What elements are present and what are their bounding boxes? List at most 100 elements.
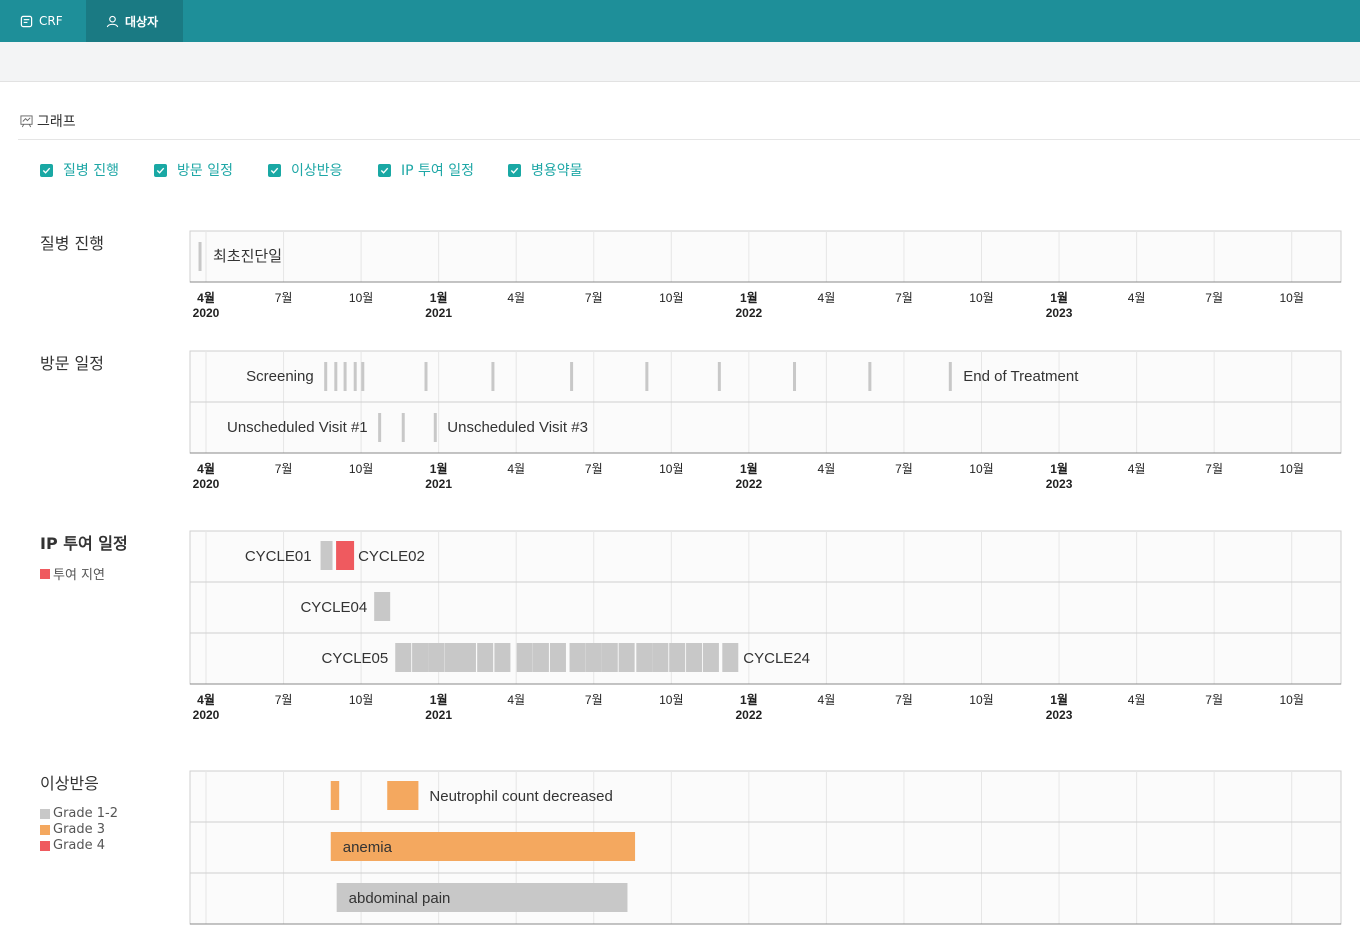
visit-marker bbox=[353, 362, 357, 391]
filter-label: IP 투여 일정 bbox=[401, 163, 474, 179]
visits-tick-year-label: 2023 bbox=[1046, 477, 1073, 491]
tab-crf[interactable]: CRF bbox=[0, 0, 83, 42]
tab-subject[interactable]: 대상자 bbox=[86, 0, 183, 42]
ip-panel bbox=[189, 530, 1342, 685]
ae-bar bbox=[336, 883, 628, 912]
ip-cycle-first-label: CYCLE05 bbox=[322, 650, 389, 667]
ip-tick-year-label: 2023 bbox=[1046, 708, 1073, 722]
visit-marker bbox=[570, 362, 574, 391]
visit-last-label: End of Treatment bbox=[963, 368, 1079, 385]
visits-tick-year-label: 2022 bbox=[735, 477, 762, 491]
ip-row-title: IP 투여 일정 bbox=[40, 534, 128, 553]
section-title: 그래프 bbox=[37, 114, 76, 130]
legend-swatch bbox=[40, 824, 50, 835]
visits-tick-month-label: 10월 bbox=[1280, 462, 1304, 476]
ip-tick-month-label: 1월 bbox=[1050, 692, 1068, 707]
filter-concomitant-meds[interactable]: 병용약물 bbox=[508, 160, 583, 180]
checkbox-checked-icon[interactable] bbox=[268, 163, 281, 177]
visit-marker bbox=[868, 362, 872, 391]
ip-dose-bar bbox=[549, 643, 566, 672]
ip-dose-bar bbox=[636, 643, 653, 672]
ip-dose-bar bbox=[532, 643, 549, 672]
ip-cycle-first-label: CYCLE01 bbox=[245, 548, 312, 565]
ae-bar bbox=[330, 781, 340, 810]
visits-tick-month-label: 4월 bbox=[197, 461, 215, 476]
legend-label: 투여 지연 bbox=[53, 568, 105, 583]
visit-marker bbox=[491, 362, 495, 391]
ip-cycle-last-label: CYCLE24 bbox=[743, 650, 810, 667]
legend-label: Grade 3 bbox=[53, 822, 106, 837]
ae-bar bbox=[387, 781, 419, 810]
ae-bar bbox=[330, 832, 636, 861]
visit-marker bbox=[645, 362, 649, 391]
ae-bar-label: abdominal pain bbox=[349, 890, 451, 907]
legend-label: Grade 1-2 bbox=[53, 806, 118, 821]
ae-bar-label: Neutrophil count decreased bbox=[429, 788, 612, 805]
ip-tick-year-label: 2021 bbox=[425, 708, 452, 722]
disease-tick-month-label: 7월 bbox=[895, 291, 913, 305]
top-nav-bar: CRF 대상자 bbox=[0, 0, 1360, 42]
sub-toolbar bbox=[0, 42, 1360, 82]
ip-dose-bar bbox=[320, 541, 333, 570]
ip-dose-bar bbox=[374, 592, 391, 621]
ip-tick-year-label: 2020 bbox=[193, 708, 220, 722]
visits-tick-month-label: 4월 bbox=[818, 462, 836, 476]
ip-tick-month-label: 1월 bbox=[740, 692, 758, 707]
ip-dose-bar bbox=[569, 643, 586, 672]
disease-panel bbox=[189, 230, 1342, 283]
visits-tick-month-label: 7월 bbox=[1205, 462, 1223, 476]
filter-ip-schedule[interactable]: IP 투여 일정 bbox=[378, 160, 474, 180]
ae-bar-label: anemia bbox=[343, 839, 393, 856]
visit-first-label: Screening bbox=[246, 368, 314, 385]
ip-tick-month-label: 7월 bbox=[585, 693, 603, 707]
visits-tick-month-label: 7월 bbox=[275, 462, 293, 476]
visits-tick-month-label: 4월 bbox=[507, 462, 525, 476]
disease-event-label: 최초진단일 bbox=[213, 248, 282, 265]
legend-swatch bbox=[40, 840, 50, 851]
ip-dose-bar bbox=[516, 643, 533, 672]
legend-label: Grade 4 bbox=[53, 838, 106, 853]
ip-dose-bar bbox=[395, 643, 412, 672]
ae-legend-grade4: Grade 4 bbox=[40, 838, 105, 853]
ip-tick-month-label: 10월 bbox=[349, 693, 373, 707]
visits-tick-month-label: 1월 bbox=[430, 461, 448, 476]
visit-marker bbox=[948, 362, 952, 391]
filter-label: 병용약물 bbox=[531, 163, 583, 179]
visit-marker bbox=[361, 362, 365, 391]
visits-tick-month-label: 4월 bbox=[1128, 462, 1146, 476]
legend-swatch bbox=[40, 568, 50, 579]
ip-dose-bar bbox=[585, 643, 602, 672]
disease-tick-year-label: 2023 bbox=[1046, 306, 1073, 320]
ip-tick-month-label: 4월 bbox=[1128, 693, 1146, 707]
checkbox-checked-icon[interactable] bbox=[154, 163, 167, 177]
filter-visits[interactable]: 방문 일정 bbox=[154, 160, 233, 180]
visits-tick-year-label: 2021 bbox=[425, 477, 452, 491]
ip-dose-bar bbox=[601, 643, 618, 672]
divider bbox=[18, 139, 1360, 140]
visits-tick-month-label: 1월 bbox=[1050, 461, 1068, 476]
ip-dose-bar bbox=[618, 643, 635, 672]
checkbox-checked-icon[interactable] bbox=[378, 163, 391, 177]
tab-crf-label: CRF bbox=[39, 14, 63, 28]
ip-dose-bar bbox=[412, 643, 429, 672]
ae-panel bbox=[189, 770, 1342, 925]
visits-tick-month-label: 10월 bbox=[659, 462, 683, 476]
filter-adverse-events[interactable]: 이상반응 bbox=[268, 160, 343, 180]
visits-tick-month-label: 7월 bbox=[895, 462, 913, 476]
form-icon bbox=[20, 15, 33, 27]
disease-tick-month-label: 1월 bbox=[1050, 290, 1068, 305]
tab-subject-label: 대상자 bbox=[125, 14, 159, 29]
visit-marker bbox=[334, 362, 338, 391]
disease-tick-month-label: 4월 bbox=[507, 291, 525, 305]
unscheduled-visit-marker bbox=[401, 413, 405, 442]
checkbox-checked-icon[interactable] bbox=[40, 163, 53, 177]
checkbox-checked-icon[interactable] bbox=[508, 163, 521, 177]
ip-dose-bar bbox=[459, 643, 476, 672]
filter-disease[interactable]: 질병 진행 bbox=[40, 160, 119, 180]
visit-marker bbox=[424, 362, 428, 391]
legend-swatch bbox=[40, 808, 50, 819]
visits-panel bbox=[189, 350, 1342, 454]
ip-tick-month-label: 10월 bbox=[659, 693, 683, 707]
ae-row-title: 이상반응 bbox=[40, 774, 99, 793]
ip-tick-month-label: 7월 bbox=[895, 693, 913, 707]
